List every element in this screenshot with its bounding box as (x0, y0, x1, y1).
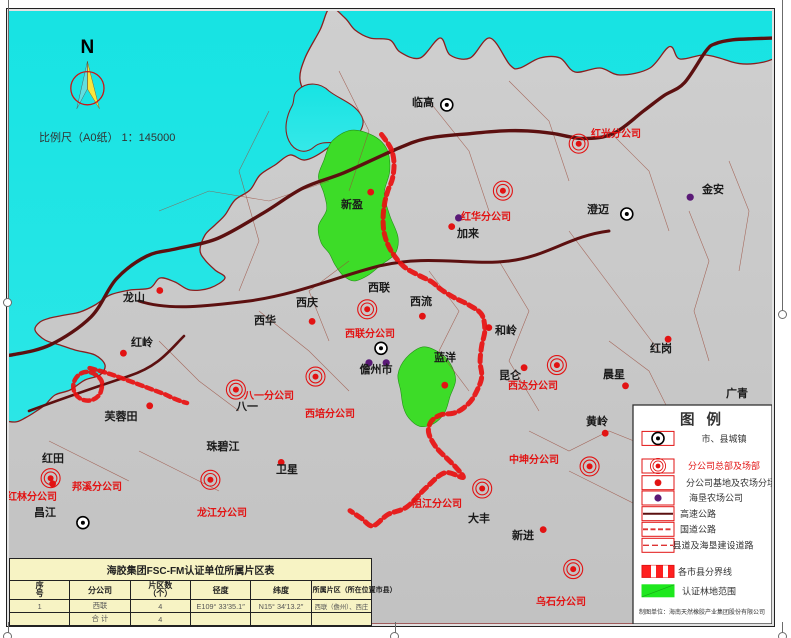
svg-text:红田: 红田 (42, 451, 64, 465)
svg-text:乌石分公司: 乌石分公司 (536, 595, 586, 608)
svg-text:龙山: 龙山 (122, 290, 145, 304)
svg-text:广青: 广青 (726, 386, 748, 400)
svg-text:西联: 西联 (368, 280, 390, 294)
svg-text:邦溪分公司: 邦溪分公司 (72, 480, 122, 493)
svg-text:西达分公司: 西达分公司 (508, 379, 558, 392)
svg-text:黄岭: 黄岭 (586, 414, 608, 428)
svg-text:比例尺（A0纸） 1：145000: 比例尺（A0纸） 1：145000 (39, 130, 175, 144)
svg-text:高速公路: 高速公路 (680, 508, 716, 519)
svg-text:西培分公司: 西培分公司 (305, 407, 355, 420)
svg-text:昌江: 昌江 (34, 505, 56, 519)
svg-text:N: N (81, 37, 95, 58)
svg-text:图 例: 图 例 (680, 411, 725, 429)
svg-text:澄迈: 澄迈 (587, 202, 609, 216)
svg-text:中坤分公司: 中坤分公司 (509, 453, 559, 466)
svg-text:国道公路: 国道公路 (680, 524, 716, 535)
svg-text:八一分公司: 八一分公司 (243, 389, 294, 402)
svg-text:晨星: 晨星 (603, 368, 625, 381)
svg-text:各市县分界线: 各市县分界线 (678, 566, 732, 577)
svg-text:加来: 加来 (456, 226, 480, 240)
svg-text:分公司总部及场部: 分公司总部及场部 (688, 460, 760, 471)
svg-text:西流: 西流 (410, 294, 432, 308)
svg-text:认证林地范围: 认证林地范围 (682, 586, 736, 597)
svg-text:西庆: 西庆 (296, 295, 318, 309)
svg-text:红光分公司: 红光分公司 (591, 127, 641, 140)
svg-text:昆仑: 昆仑 (499, 368, 522, 382)
svg-text:红华分公司: 红华分公司 (461, 210, 511, 223)
svg-text:蓝洋: 蓝洋 (434, 350, 456, 364)
svg-text:芙蓉田: 芙蓉田 (104, 409, 138, 423)
svg-text:大丰: 大丰 (468, 511, 490, 525)
svg-text:制图单位：海南天然橡胶产业集团股份有限公司: 制图单位：海南天然橡胶产业集团股份有限公司 (639, 608, 765, 616)
svg-text:海垦农场公司: 海垦农场公司 (689, 492, 743, 503)
svg-text:分公司基地及农场分场: 分公司基地及农场分场 (686, 477, 772, 488)
svg-text:卫星: 卫星 (276, 463, 298, 476)
svg-text:和岭: 和岭 (495, 323, 517, 337)
svg-text:阻江分公司: 阻江分公司 (412, 497, 462, 510)
svg-text:西联分公司: 西联分公司 (345, 327, 395, 340)
svg-text:红岗: 红岗 (650, 341, 672, 355)
svg-text:西华: 西华 (254, 313, 276, 327)
svg-text:金安: 金安 (701, 182, 724, 196)
svg-text:市、县城镇: 市、县城镇 (701, 433, 746, 444)
svg-text:新盈: 新盈 (341, 197, 363, 211)
svg-text:儋州市: 儋州市 (360, 362, 393, 376)
svg-text:县道及海垦建设道路: 县道及海垦建设道路 (672, 540, 753, 551)
svg-text:临高: 临高 (412, 95, 434, 109)
svg-text:珠碧江: 珠碧江 (207, 439, 240, 453)
svg-text:红岭: 红岭 (131, 335, 153, 349)
svg-text:龙江分公司: 龙江分公司 (196, 506, 247, 519)
svg-text:新进: 新进 (512, 528, 534, 542)
svg-text:红林分公司: 红林分公司 (9, 490, 57, 503)
